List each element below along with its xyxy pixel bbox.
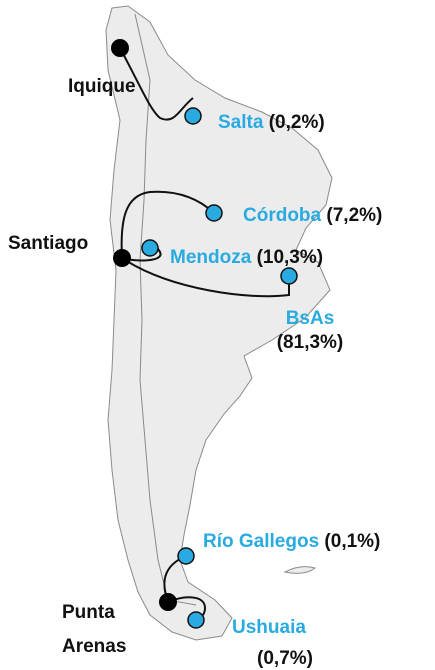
destination-share: (0,1%) [324,531,380,552]
destination-dot [280,267,298,285]
destination-name: Córdoba [243,205,322,226]
destination-label: Salta (0,2%) [218,112,325,133]
destination-dot [184,107,202,125]
origin-dot [111,39,129,57]
route [121,257,290,298]
destination-dot [141,239,159,257]
destination-share: (7,2%) [326,205,382,226]
origin-label: Punta [62,602,115,623]
destination-share: (0,7%) [257,648,313,669]
destination-name: Ushuaia [232,617,306,638]
destination-name: BsAs [286,308,335,329]
destination-share: (0,2%) [269,112,325,133]
route [120,190,215,259]
origin-label: Santiago [8,233,88,254]
destination-name: Mendoza [170,247,252,268]
destination-name: Salta [218,112,264,133]
destination-share: (81,3%) [277,332,344,353]
destination-label: Río Gallegos (0,1%) [203,531,380,552]
destination-dot [177,547,195,565]
destination-label: Córdoba (7,2%) [243,205,382,226]
destination-share: (10,3%) [257,247,324,268]
origin-dot [113,249,131,267]
origin-dot [159,593,177,611]
destination-label: Mendoza (10,3%) [170,247,323,268]
border [134,13,197,606]
route [119,47,194,121]
destination-dot [187,611,205,629]
destination-dot [205,204,223,222]
island [283,566,317,574]
origin-label: Iquique [68,76,136,97]
land [105,5,333,641]
origin-label: Arenas [62,636,126,657]
destination-name: Río Gallegos [203,531,319,552]
